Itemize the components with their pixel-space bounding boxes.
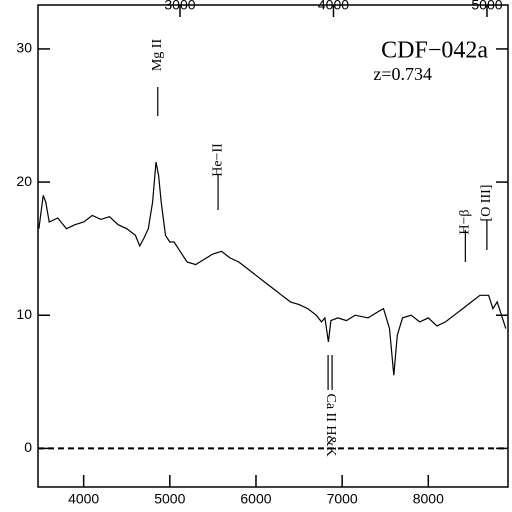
y-tick-label: 10 [16, 306, 32, 322]
spectrum-line [38, 161, 507, 376]
x-tick-label: 7000 [327, 491, 358, 507]
plot-frame [37, 4, 509, 488]
x-tick-label: 8000 [413, 491, 444, 507]
line-label: Ca II H&K [323, 394, 338, 457]
x-tick-label: 4000 [68, 491, 99, 507]
line-label: Mg II [150, 39, 165, 72]
y-tick-label: 30 [16, 40, 32, 56]
x-tick-label: 5000 [154, 491, 185, 507]
x2-tick-label: 5000 [471, 0, 502, 13]
y-tick-label: 20 [16, 173, 32, 189]
line-label: H−β [458, 209, 473, 234]
x2-tick-label: 3000 [164, 0, 195, 13]
line-label: [O III] [479, 185, 494, 222]
chart-subtitle: z=0.734 [373, 64, 432, 84]
line-label: He−II [210, 143, 225, 177]
x2-tick-label: 4000 [318, 0, 349, 13]
x-tick-label: 6000 [240, 491, 271, 507]
chart-title: CDF−042a [381, 38, 488, 64]
y-tick-label: 0 [24, 439, 32, 455]
